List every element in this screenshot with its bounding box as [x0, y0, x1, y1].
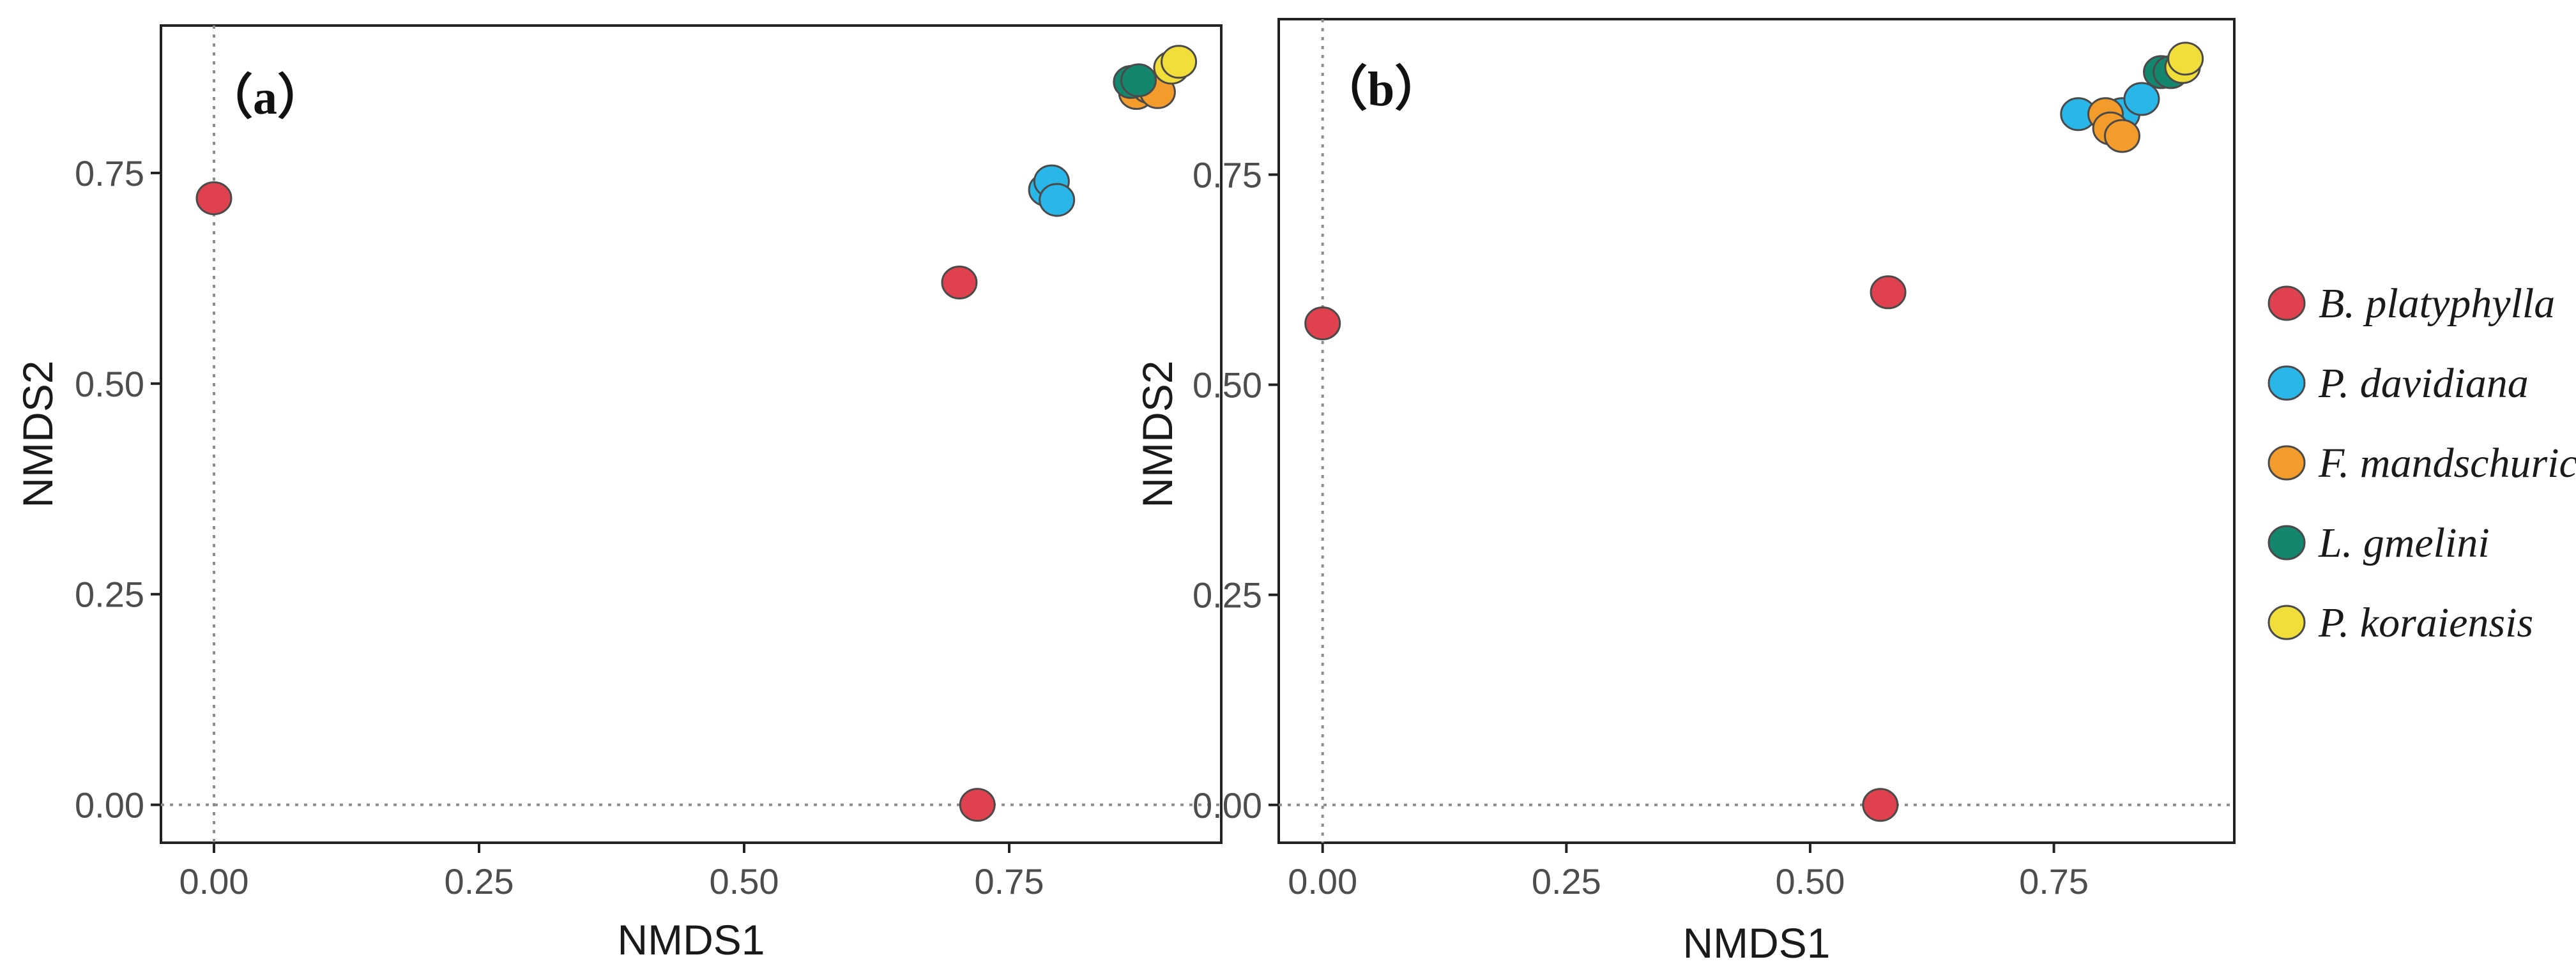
panel-b-label: （b）	[1319, 63, 1443, 116]
legend-label: B. platyphylla	[2319, 280, 2555, 327]
panel-a-label: （a）	[204, 71, 326, 124]
panel-a-point	[1120, 63, 1157, 98]
panel-b-point	[1870, 275, 1907, 310]
panel-b-point	[2123, 82, 2160, 116]
panel-a-x-axis-title: NMDS1	[617, 916, 765, 963]
panel-b-x-tick-label: 0.50	[1775, 861, 1845, 901]
panel-b-ticks: 0.00 0.25 0.50 0.75 0.00 0.25 0.50 0.75	[1193, 19, 2234, 901]
panel-b-marks	[1304, 41, 2204, 822]
legend: B. platyphylla P. davidiana F. mandschuric…	[2267, 280, 2576, 646]
panel-b: （b） NMDS1 NMDS2 0.00 0.25 0.50 0.75 0.00 0.25…	[1134, 18, 2236, 967]
panel-a-y-tick-label: 0.50	[75, 364, 144, 404]
legend-label: P. davidiana	[2318, 360, 2529, 407]
legend-swatch	[2267, 285, 2306, 321]
panel-a-ticks: 0.00 0.25 0.50 0.75 0.00 0.25 0.50 0.75	[75, 26, 1221, 901]
panel-b-point	[1862, 788, 1899, 822]
panel-a-point	[959, 788, 996, 822]
panel-b-y-tick-label: 0.50	[1193, 365, 1262, 405]
panel-b-y-tick-label: 0.00	[1193, 785, 1262, 825]
panel-a-y-tick-label: 0.75	[75, 153, 144, 193]
panel-a-x-tick-label: 0.75	[975, 861, 1044, 901]
legend-swatch	[2267, 365, 2306, 401]
panel-a-marks	[195, 45, 1198, 822]
panel-b-y-tick-label: 0.75	[1193, 155, 1262, 195]
panel-b-point	[2167, 41, 2204, 76]
panel-b-x-tick-label: 0.00	[1288, 861, 1357, 901]
legend-swatch	[2267, 445, 2306, 481]
panel-a-point	[1161, 45, 1198, 79]
legend-label: L. gmelini	[2318, 520, 2490, 566]
panel-a-point	[941, 265, 978, 299]
panel-a-x-tick-label: 0.50	[710, 861, 779, 901]
legend-swatch	[2267, 605, 2306, 640]
legend-label: F. mandschurica	[2318, 440, 2576, 486]
panel-a-point	[1039, 183, 1076, 217]
panel-b-x-axis-title: NMDS1	[1682, 919, 1830, 967]
legend-swatch	[2267, 525, 2306, 561]
panel-a-y-axis-title: NMDS2	[14, 360, 61, 508]
panel-a-x-tick-label: 0.00	[179, 861, 249, 901]
legend-label: P. koraiensis	[2318, 599, 2533, 646]
panel-b-x-tick-label: 0.75	[2019, 861, 2089, 901]
panel-a-y-tick-label: 0.00	[75, 785, 144, 825]
panel-a-frame	[160, 24, 1223, 844]
panel-a-y-tick-label: 0.25	[75, 575, 144, 615]
panel-b-point	[2103, 119, 2140, 153]
panel-a: （a） NMDS1 NMDS2 0.00 0.25 0.50 0.75 0.00 0.25…	[14, 24, 1223, 963]
panel-b-x-tick-label: 0.25	[1532, 861, 1601, 901]
panel-b-point	[1304, 306, 1341, 341]
panel-a-x-tick-label: 0.25	[445, 861, 514, 901]
panel-b-y-tick-label: 0.25	[1193, 575, 1262, 615]
panel-b-frame	[1277, 18, 2236, 844]
panel-a-point	[195, 181, 232, 216]
panel-b-y-axis-title: NMDS2	[1134, 360, 1181, 508]
